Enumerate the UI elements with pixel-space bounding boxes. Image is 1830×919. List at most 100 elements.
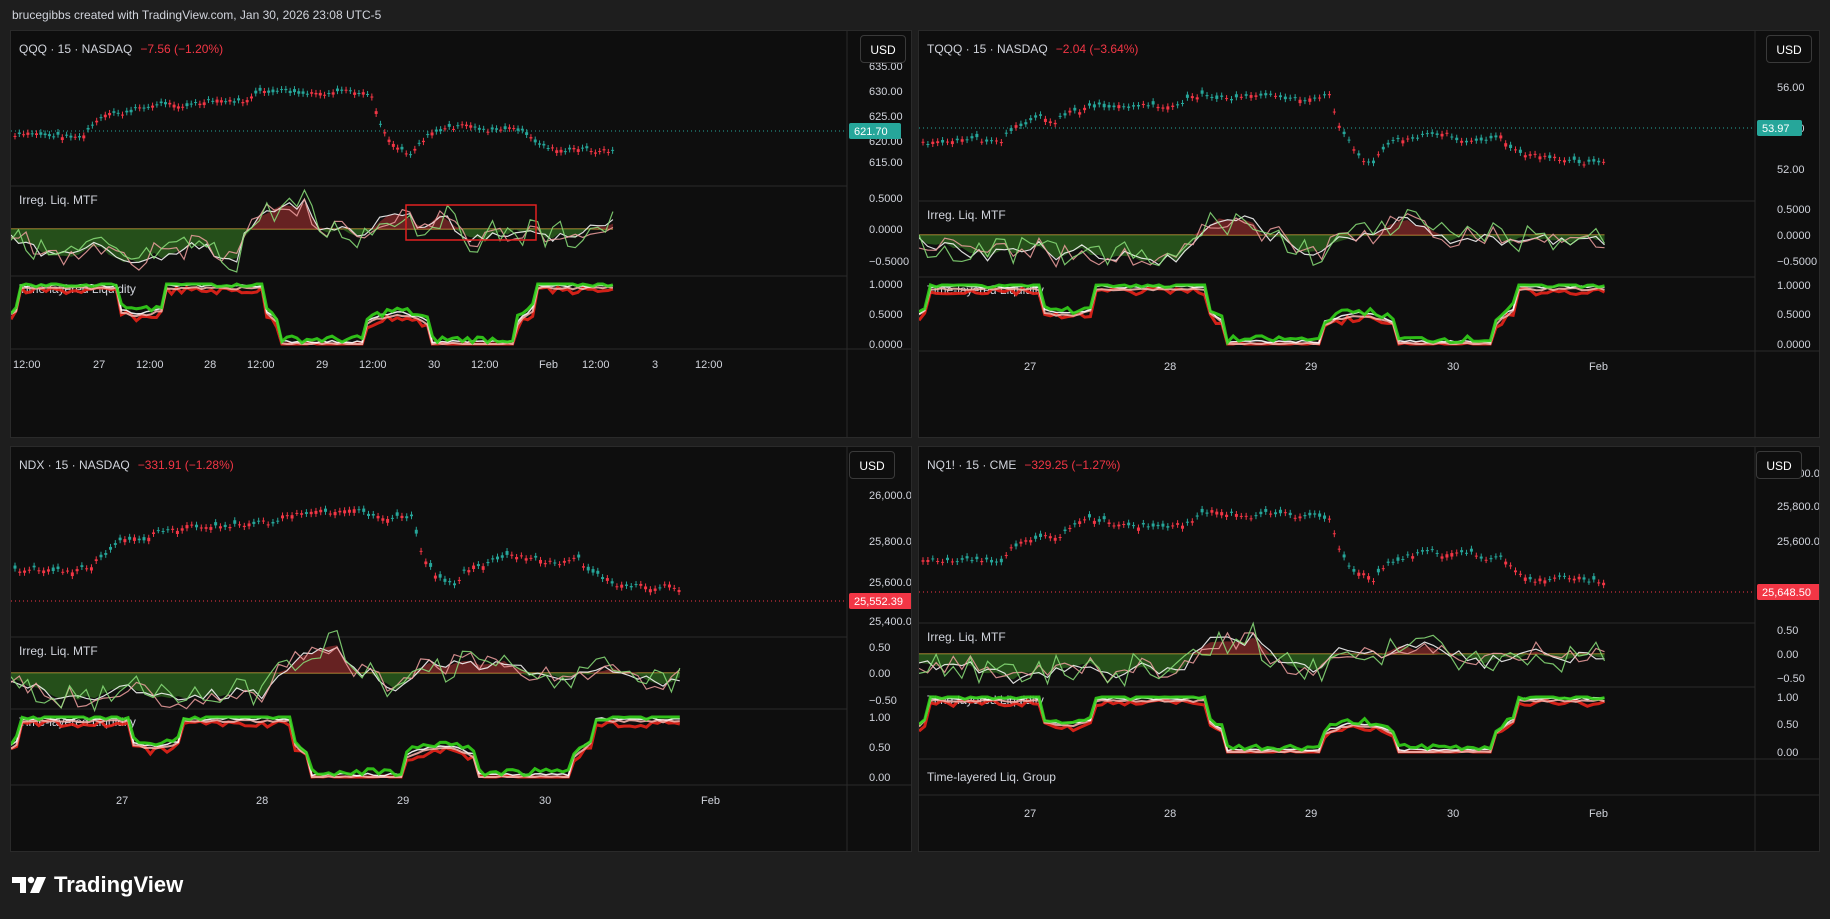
candle-body <box>448 581 452 583</box>
last-price-tag <box>1757 120 1802 136</box>
candle-body <box>439 129 443 132</box>
candle-body <box>257 520 261 522</box>
currency-button[interactable]: USD <box>860 35 906 63</box>
candle-body <box>151 105 155 108</box>
indicator-axis-label: 0.5000 <box>1777 204 1811 216</box>
liquidity-line <box>919 212 1605 269</box>
currency-button[interactable]: USD <box>1756 451 1802 479</box>
time-axis-label: 29 <box>1305 808 1317 820</box>
candle-body <box>73 136 77 138</box>
candle-body <box>285 515 289 517</box>
chart-panel-ndx[interactable]: 26,000.00 25,800.00 25,600.00 25,400.00 25,5… <box>10 446 912 852</box>
candle-body <box>1039 114 1043 116</box>
candle-body <box>204 527 208 529</box>
candle-body <box>195 524 199 528</box>
price-change: −7.56 (−1.20%) <box>140 42 224 56</box>
candle-body <box>1513 570 1517 573</box>
candle-body <box>1259 93 1263 96</box>
candle-body <box>1538 578 1542 582</box>
tradingview-logo[interactable]: TradingView <box>12 872 183 898</box>
candle-body <box>116 112 120 114</box>
liquidity-area-negative <box>919 235 1605 262</box>
candle-body <box>18 571 22 573</box>
indicator-axis-label: 1.0000 <box>869 279 903 291</box>
chart-panel-nq1[interactable]: 26,000.0025,800.0025,600.0025,648.50Irre… <box>918 446 1820 852</box>
candle-body <box>975 133 979 138</box>
candle-body <box>1582 577 1586 580</box>
candle-body <box>589 151 593 153</box>
candle-body <box>1460 140 1464 143</box>
candle-body <box>1376 568 1380 573</box>
candle-body <box>61 571 65 573</box>
candle-body <box>473 126 477 128</box>
candle-body <box>1362 573 1366 576</box>
candle-body <box>941 140 945 143</box>
candle-body <box>132 537 136 541</box>
candle-body <box>348 90 352 92</box>
candle-body <box>1229 99 1233 101</box>
chart-panel-qqq[interactable]: 635.00 630.00 625.00 620.00 615.00 621.70 Irre… <box>10 30 912 438</box>
candle-body <box>371 513 375 516</box>
candle-body <box>1592 159 1596 162</box>
candle-body <box>1465 552 1469 554</box>
candle-body <box>1136 105 1140 107</box>
indicator-axis-label: 1.00 <box>1777 692 1798 704</box>
candle-body <box>254 90 258 94</box>
candle-body <box>950 561 954 563</box>
candle-body <box>181 106 185 108</box>
indicator-title: Irreg. Liq. MTF <box>19 644 98 658</box>
candle-body <box>1249 518 1253 520</box>
candle-body <box>1425 133 1429 135</box>
candle-body <box>387 139 391 143</box>
candle-body <box>1274 512 1278 515</box>
candle-body <box>133 107 137 109</box>
candle-body <box>1592 576 1596 580</box>
candle-body <box>1220 512 1224 516</box>
candle-body <box>395 512 399 516</box>
candle-body <box>104 553 108 555</box>
candle-body <box>1509 144 1513 149</box>
candle-body <box>228 527 232 529</box>
indicator-axis-label: 1.00 <box>869 712 890 724</box>
candle-body <box>176 106 180 109</box>
candle-body <box>22 134 26 136</box>
candle-body <box>1034 115 1038 118</box>
indicator-axis-label: 0.5000 <box>869 309 903 321</box>
liquidity-area-positive <box>919 218 1605 235</box>
candle-body <box>1078 521 1082 525</box>
candle-body <box>482 128 486 130</box>
candle-body <box>219 100 223 103</box>
candle-body <box>1528 577 1532 580</box>
candle-body <box>499 129 503 131</box>
time-axis-label: 27 <box>116 795 128 807</box>
candle-body <box>1009 547 1013 549</box>
currency-button[interactable]: USD <box>1766 35 1812 63</box>
symbol-title: TQQQ · 15 · NASDAQ −2.04 (−3.64%) <box>927 42 1139 56</box>
candle-body <box>1313 513 1317 515</box>
candle-body <box>1558 159 1562 161</box>
currency-button[interactable]: USD <box>849 451 895 479</box>
candle-body <box>462 569 466 571</box>
candle-body <box>520 128 524 131</box>
candle-body <box>1518 573 1522 575</box>
candle-body <box>1572 578 1576 581</box>
candle-body <box>510 554 514 556</box>
candle-body <box>1484 559 1488 561</box>
candle-body <box>13 135 17 137</box>
candle-body <box>1518 149 1522 153</box>
indicator-axis-label: 0.50 <box>1777 719 1798 731</box>
candle-body <box>232 101 236 103</box>
last-price-label: 53.97 <box>1762 123 1790 135</box>
candle-body <box>125 110 129 113</box>
candle-body <box>1117 105 1121 109</box>
candle-body <box>1058 115 1062 117</box>
candle-body <box>357 509 361 511</box>
candle-body <box>1376 154 1380 156</box>
time-liquidity-line <box>11 718 680 779</box>
candle-body <box>1141 103 1145 106</box>
candle-body <box>1034 535 1038 539</box>
indicator-axis-label: −0.50 <box>1777 673 1805 685</box>
candle-body <box>224 101 228 103</box>
candle-body <box>1215 511 1219 515</box>
